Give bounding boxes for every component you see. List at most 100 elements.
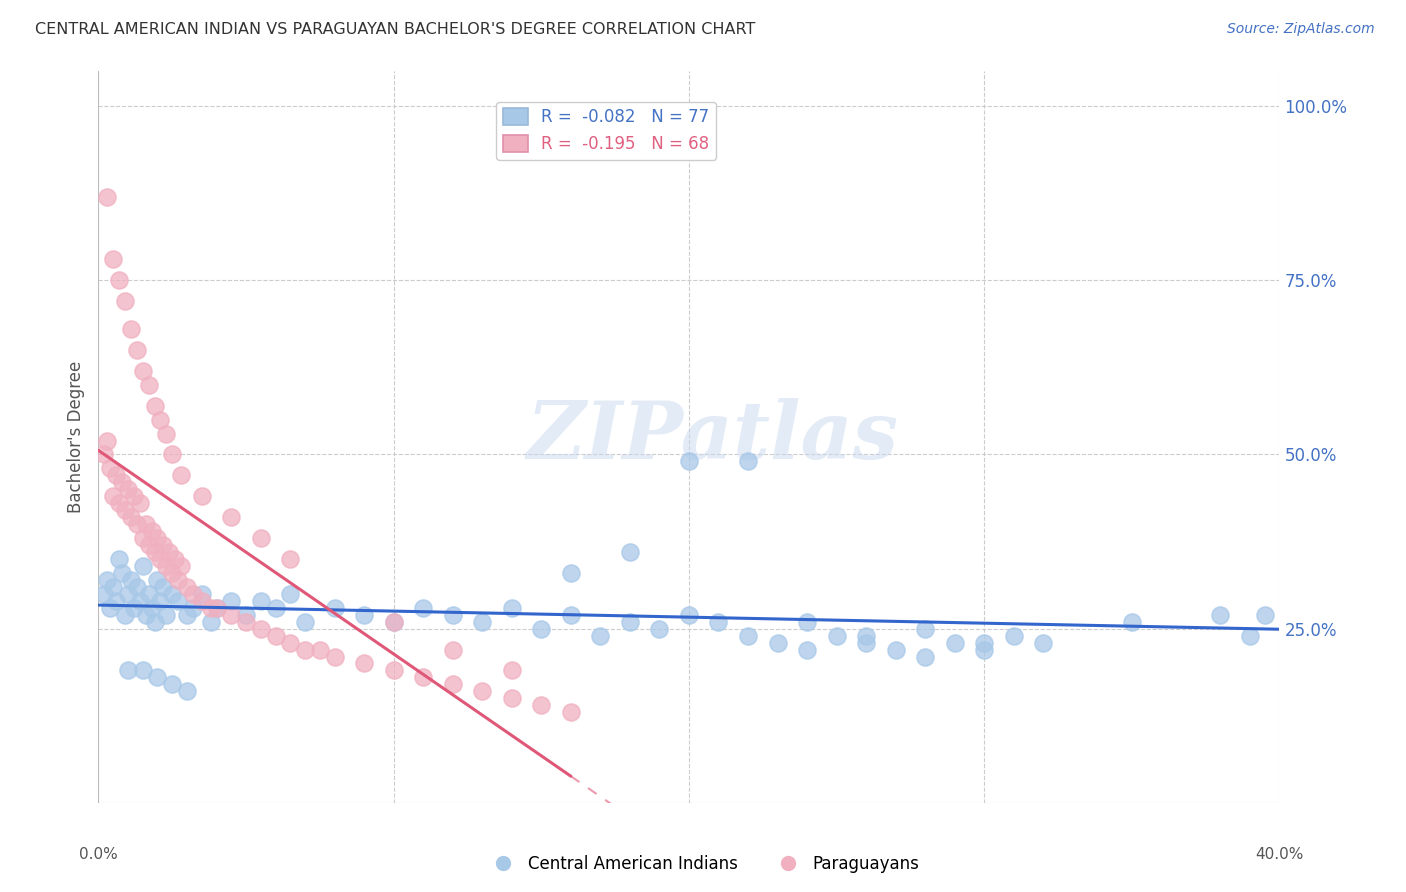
Point	[353, 657, 375, 671]
Point	[93, 448, 115, 462]
Point	[146, 573, 169, 587]
Point	[855, 635, 877, 649]
Point	[96, 434, 118, 448]
Point	[105, 468, 128, 483]
Point	[105, 594, 128, 608]
Point	[135, 517, 157, 532]
Point	[1032, 635, 1054, 649]
Point	[176, 684, 198, 698]
Point	[309, 642, 332, 657]
Point	[235, 607, 257, 622]
Point	[323, 600, 346, 615]
Point	[264, 629, 287, 643]
Point	[128, 594, 150, 608]
Point	[103, 252, 125, 267]
Point	[323, 649, 346, 664]
Point	[501, 691, 523, 706]
Point	[560, 566, 582, 580]
Point	[120, 510, 142, 524]
Point	[589, 629, 612, 643]
Point	[111, 566, 134, 580]
Point	[152, 580, 174, 594]
Y-axis label: Bachelor's Degree: Bachelor's Degree	[66, 361, 84, 513]
Point	[530, 622, 553, 636]
Point	[93, 587, 115, 601]
Point	[737, 629, 759, 643]
Point	[152, 538, 174, 552]
Point	[167, 573, 190, 587]
Point	[796, 615, 818, 629]
Point	[766, 635, 789, 649]
Point	[132, 364, 155, 378]
Legend: R =  -0.082   N = 77, R =  -0.195   N = 68: R = -0.082 N = 77, R = -0.195 N = 68	[496, 102, 716, 160]
Point	[176, 607, 198, 622]
Point	[441, 642, 464, 657]
Point	[181, 587, 204, 601]
Point	[353, 607, 375, 622]
Point	[560, 607, 582, 622]
Point	[560, 705, 582, 719]
Point	[132, 558, 155, 573]
Point	[884, 642, 907, 657]
Point	[855, 629, 877, 643]
Text: Source: ZipAtlas.com: Source: ZipAtlas.com	[1227, 22, 1375, 37]
Point	[205, 600, 228, 615]
Point	[122, 489, 145, 503]
Point	[170, 558, 193, 573]
Point	[146, 531, 169, 545]
Point	[135, 607, 157, 622]
Point	[707, 615, 730, 629]
Point	[108, 552, 131, 566]
Point	[114, 607, 136, 622]
Point	[149, 412, 172, 426]
Point	[825, 629, 848, 643]
Point	[191, 594, 214, 608]
Point	[111, 475, 134, 490]
Point	[914, 622, 936, 636]
Point	[648, 622, 671, 636]
Point	[250, 594, 273, 608]
Point	[138, 587, 160, 601]
Point	[155, 607, 177, 622]
Point	[96, 190, 118, 204]
Point	[143, 545, 166, 559]
Point	[125, 580, 148, 594]
Point	[181, 600, 204, 615]
Point	[412, 600, 434, 615]
Point	[162, 587, 183, 601]
Legend: Central American Indians, Paraguayans: Central American Indians, Paraguayans	[479, 848, 927, 880]
Point	[132, 531, 155, 545]
Point	[914, 649, 936, 664]
Point	[200, 600, 222, 615]
Point	[471, 615, 494, 629]
Point	[96, 573, 118, 587]
Text: CENTRAL AMERICAN INDIAN VS PARAGUAYAN BACHELOR'S DEGREE CORRELATION CHART: CENTRAL AMERICAN INDIAN VS PARAGUAYAN BA…	[35, 22, 755, 37]
Point	[219, 510, 242, 524]
Point	[117, 587, 139, 601]
Point	[138, 377, 160, 392]
Point	[143, 399, 166, 413]
Point	[125, 517, 148, 532]
Point	[501, 600, 523, 615]
Point	[737, 454, 759, 468]
Point	[138, 538, 160, 552]
Point	[146, 670, 169, 684]
Point	[103, 489, 125, 503]
Point	[120, 322, 142, 336]
Point	[108, 496, 131, 510]
Point	[796, 642, 818, 657]
Point	[278, 587, 302, 601]
Point	[219, 594, 242, 608]
Point	[155, 426, 177, 441]
Point	[125, 343, 148, 357]
Point	[149, 594, 172, 608]
Point	[471, 684, 494, 698]
Point	[162, 566, 183, 580]
Point	[1209, 607, 1232, 622]
Point	[191, 587, 214, 601]
Point	[382, 615, 405, 629]
Point	[114, 294, 136, 309]
Point	[167, 594, 190, 608]
Point	[200, 615, 222, 629]
Point	[170, 468, 193, 483]
